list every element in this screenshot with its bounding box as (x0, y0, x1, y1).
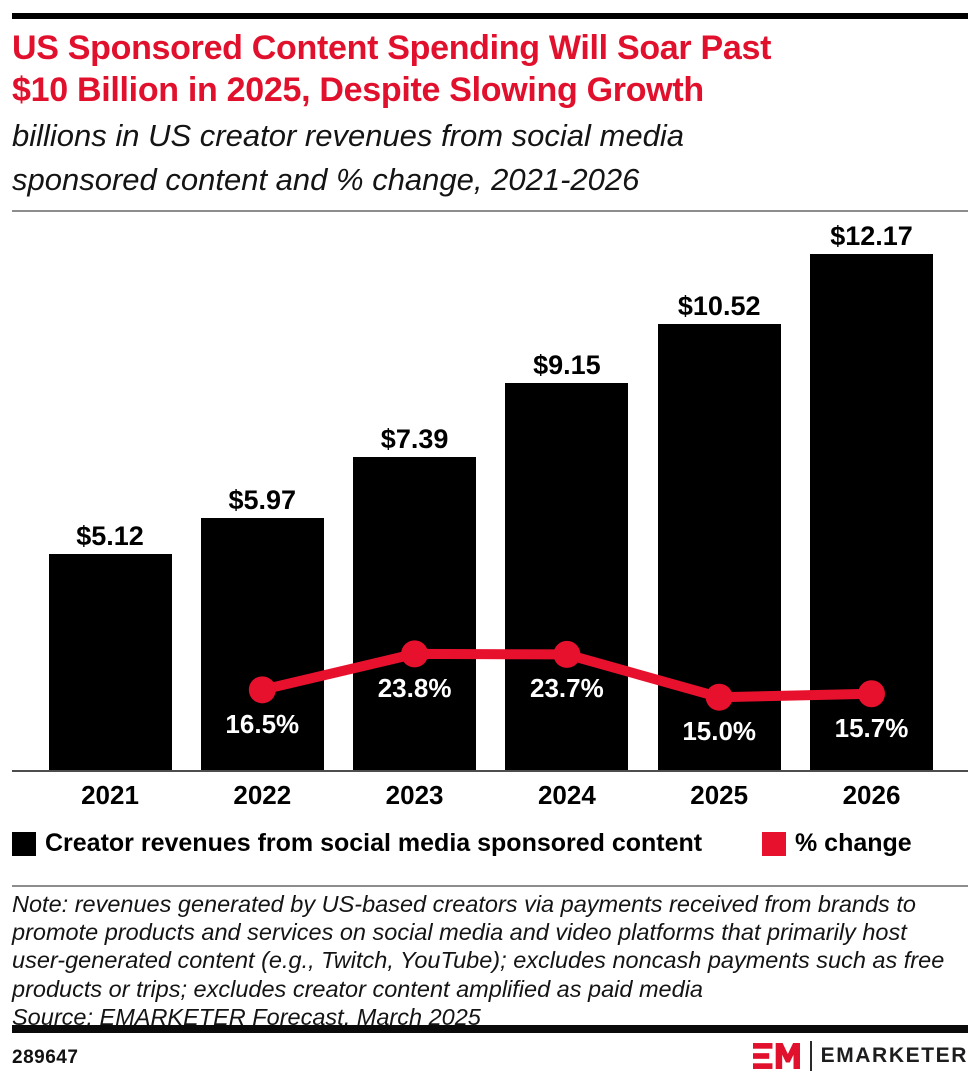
bar-2024 (505, 382, 629, 771)
legend-line-swatch (762, 831, 786, 856)
chart-subtitle: billions in US creator revenues from soc… (12, 114, 968, 202)
footnote: Note: revenues generated by US-based cre… (12, 890, 968, 1031)
chart-id: 289647 (12, 1047, 79, 1068)
logo-divider (809, 1041, 812, 1071)
pct-label-2022: 16.5% (225, 708, 300, 739)
x-label-2023: 2023 (385, 780, 444, 810)
title-line-2: $10 Billion in 2025, Despite Slowing Gro… (12, 71, 704, 109)
x-label-2021: 2021 (81, 780, 139, 810)
bar-value-2025: $10.52 (677, 291, 761, 322)
note-line: products or trips; excludes creator cont… (12, 975, 703, 1002)
note-line: promote products and services on social … (12, 919, 907, 946)
pct-label-2025: 15.0% (682, 716, 757, 747)
bar-2026 (810, 254, 933, 771)
combo-chart: $5.12 2021 $5.97 2022 16.5% $7.39 2023 23.8% $9.… (0, 220, 980, 820)
bar-value-2021: $5.12 (76, 520, 144, 551)
pct-label-2023: 23.8% (377, 672, 452, 703)
x-label-2026: 2026 (842, 780, 901, 810)
x-label-2024: 2024 (537, 780, 596, 810)
bar-2025 (657, 324, 781, 771)
emarketer-logo-icon (752, 1043, 800, 1069)
title-line-1: US Sponsored Content Spending Will Soar … (12, 29, 772, 67)
x-label-2025: 2025 (690, 780, 749, 810)
pct-label-2024: 23.7% (530, 673, 604, 704)
legend: Creator revenues from social media spons… (12, 829, 968, 857)
footer-rule (12, 1025, 968, 1033)
legend-line-label: % change (795, 829, 912, 857)
legend-bar-swatch (12, 831, 36, 856)
bar-2022 (200, 517, 324, 771)
header-divider (12, 210, 968, 212)
note-line: user-generated content (e.g., Twitch, Yo… (12, 947, 945, 974)
bar-value-2024: $9.15 (533, 349, 601, 380)
brand-name: EMARKETER (820, 1044, 968, 1067)
legend-bar-label: Creator revenues from social media spons… (45, 829, 703, 857)
bar-value-2026: $12.17 (830, 221, 913, 252)
note-line: Note: revenues generated by US-based cre… (12, 891, 916, 917)
bar-value-2023: $7.39 (380, 424, 449, 455)
x-axis (12, 770, 968, 772)
note-divider (12, 885, 968, 887)
legend-line-group: % change (762, 829, 912, 857)
subtitle-line-2: sponsored content and % change, 2021-202… (12, 162, 640, 197)
x-label-2022: 2022 (233, 780, 292, 810)
pct-label-2026: 15.7% (834, 712, 909, 743)
subtitle-line-1: billions in US creator revenues from soc… (12, 118, 684, 153)
page-title: US Sponsored Content Spending Will Soar … (12, 27, 968, 111)
bar-2023 (353, 457, 477, 771)
bar-2021 (48, 553, 172, 771)
top-rule (12, 13, 968, 19)
emarketer-logo: EMARKETER (752, 1041, 968, 1071)
bar-value-2022: $5.97 (228, 484, 297, 515)
